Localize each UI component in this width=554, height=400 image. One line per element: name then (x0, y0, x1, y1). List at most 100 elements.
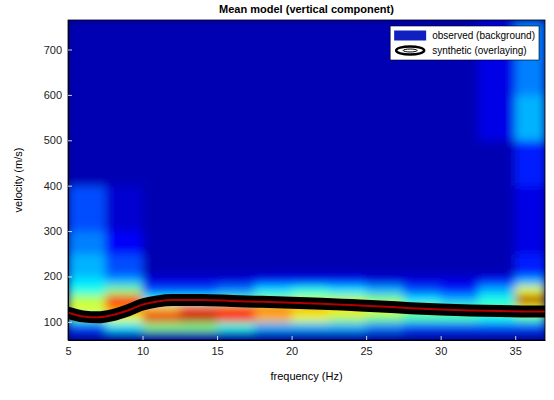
heatmap-cell (515, 331, 545, 340)
heatmap-cell (441, 95, 479, 141)
tick: 10 (137, 336, 149, 357)
tick-mark (441, 336, 442, 340)
heatmap-cell (105, 276, 143, 286)
heatmap-cell (478, 295, 516, 305)
heatmap-cell (478, 331, 516, 340)
heatmap-cell (68, 322, 106, 332)
heatmap-cell (180, 276, 218, 286)
tick-mark (68, 186, 72, 187)
heatmap-cell (515, 186, 545, 232)
heatmap-cell (180, 140, 218, 186)
heatmap-cell (366, 186, 404, 232)
heatmap-cell (441, 231, 479, 254)
x-axis-title: frequency (Hz) (270, 370, 342, 382)
heatmap-cell (68, 231, 106, 254)
plot-background (68, 20, 545, 340)
synthetic-curve-core (68, 300, 545, 317)
heatmap-cell (68, 140, 106, 186)
heatmap-cell (68, 186, 106, 232)
heatmap-cell (515, 276, 545, 286)
x-axis: 5101520253035 (65, 336, 545, 357)
heatmap-cell (441, 286, 479, 296)
heatmap-cell (441, 276, 479, 286)
heatmap-cell (292, 313, 330, 323)
legend-item: observed (background) (394, 30, 535, 41)
tick-label: 35 (510, 345, 522, 357)
plot-frame (68, 20, 545, 340)
heatmap-cell (366, 95, 404, 141)
heatmap-cell (403, 254, 441, 277)
heatmap-cell (366, 276, 404, 286)
heatmap-cell (329, 186, 367, 232)
heatmap-cell (329, 276, 367, 286)
heatmap-cell (180, 231, 218, 254)
heatmap-cell (403, 331, 441, 340)
heatmap-cell (292, 231, 330, 254)
tick-label: 700 (44, 44, 62, 56)
heatmap-cell (292, 20, 330, 95)
heatmap-cell (292, 186, 330, 232)
legend-swatch (394, 31, 426, 41)
heatmap-cell (105, 286, 143, 296)
heatmap-cell (254, 286, 292, 296)
heatmap-cell (217, 313, 255, 323)
heatmap-cell (292, 286, 330, 296)
heatmap-cell (403, 95, 441, 141)
heatmap-cell (180, 331, 218, 340)
heatmap (68, 20, 545, 340)
heatmap-cell (329, 322, 367, 332)
tick-label: 30 (435, 345, 447, 357)
heatmap-cell (143, 140, 181, 186)
tick-mark (68, 322, 72, 323)
tick-mark (143, 336, 144, 340)
heatmap-cell (478, 95, 516, 141)
heatmap-cell (366, 322, 404, 332)
heatmap-cell (180, 313, 218, 323)
heatmap-cell (403, 322, 441, 332)
tick: 20 (286, 336, 298, 357)
tick-label: 10 (137, 345, 149, 357)
legend: observed (background) synthetic (overlayi… (390, 26, 539, 60)
heatmap-cell (292, 331, 330, 340)
legend-label: synthetic (overlaying) (432, 45, 526, 56)
axis-line (68, 21, 69, 341)
heatmap-cell (105, 254, 143, 277)
heatmap-cell (68, 276, 106, 286)
heatmap-cell (441, 322, 479, 332)
heatmap-cell (254, 231, 292, 254)
heatmap-cell (143, 186, 181, 232)
tick-label: 20 (286, 345, 298, 357)
heatmap-cell (68, 295, 106, 305)
legend-box (390, 26, 539, 60)
heatmap-cell (105, 231, 143, 254)
heatmap-cell (366, 286, 404, 296)
heatmap-cell (366, 254, 404, 277)
heatmap-cell (217, 322, 255, 332)
heatmap-cell (105, 20, 143, 95)
heatmap-cell (292, 95, 330, 141)
heatmap-cell (478, 186, 516, 232)
heatmap-cell (515, 95, 545, 141)
tick-label: 600 (44, 89, 62, 101)
y-axis: 100200300400500600700 (44, 21, 72, 341)
heatmap-cell (105, 95, 143, 141)
tick: 15 (211, 336, 223, 357)
heatmap-cell (68, 254, 106, 277)
heatmap-cell (441, 331, 479, 340)
heatmap-cell (254, 313, 292, 323)
heatmap-cell (254, 20, 292, 95)
plot-area (68, 20, 545, 340)
tick-label: 500 (44, 134, 62, 146)
tick-mark (515, 336, 516, 340)
heatmap-cell (366, 140, 404, 186)
heatmap-cell (329, 20, 367, 95)
tick: 300 (44, 225, 72, 237)
heatmap-cell (180, 286, 218, 296)
heatmap-cell (515, 322, 545, 332)
synthetic-curve (68, 300, 545, 317)
heatmap-cell (515, 231, 545, 254)
heatmap-cell (254, 186, 292, 232)
tick-label: 300 (44, 225, 62, 237)
heatmap-cell (254, 276, 292, 286)
tick-mark (68, 140, 72, 141)
